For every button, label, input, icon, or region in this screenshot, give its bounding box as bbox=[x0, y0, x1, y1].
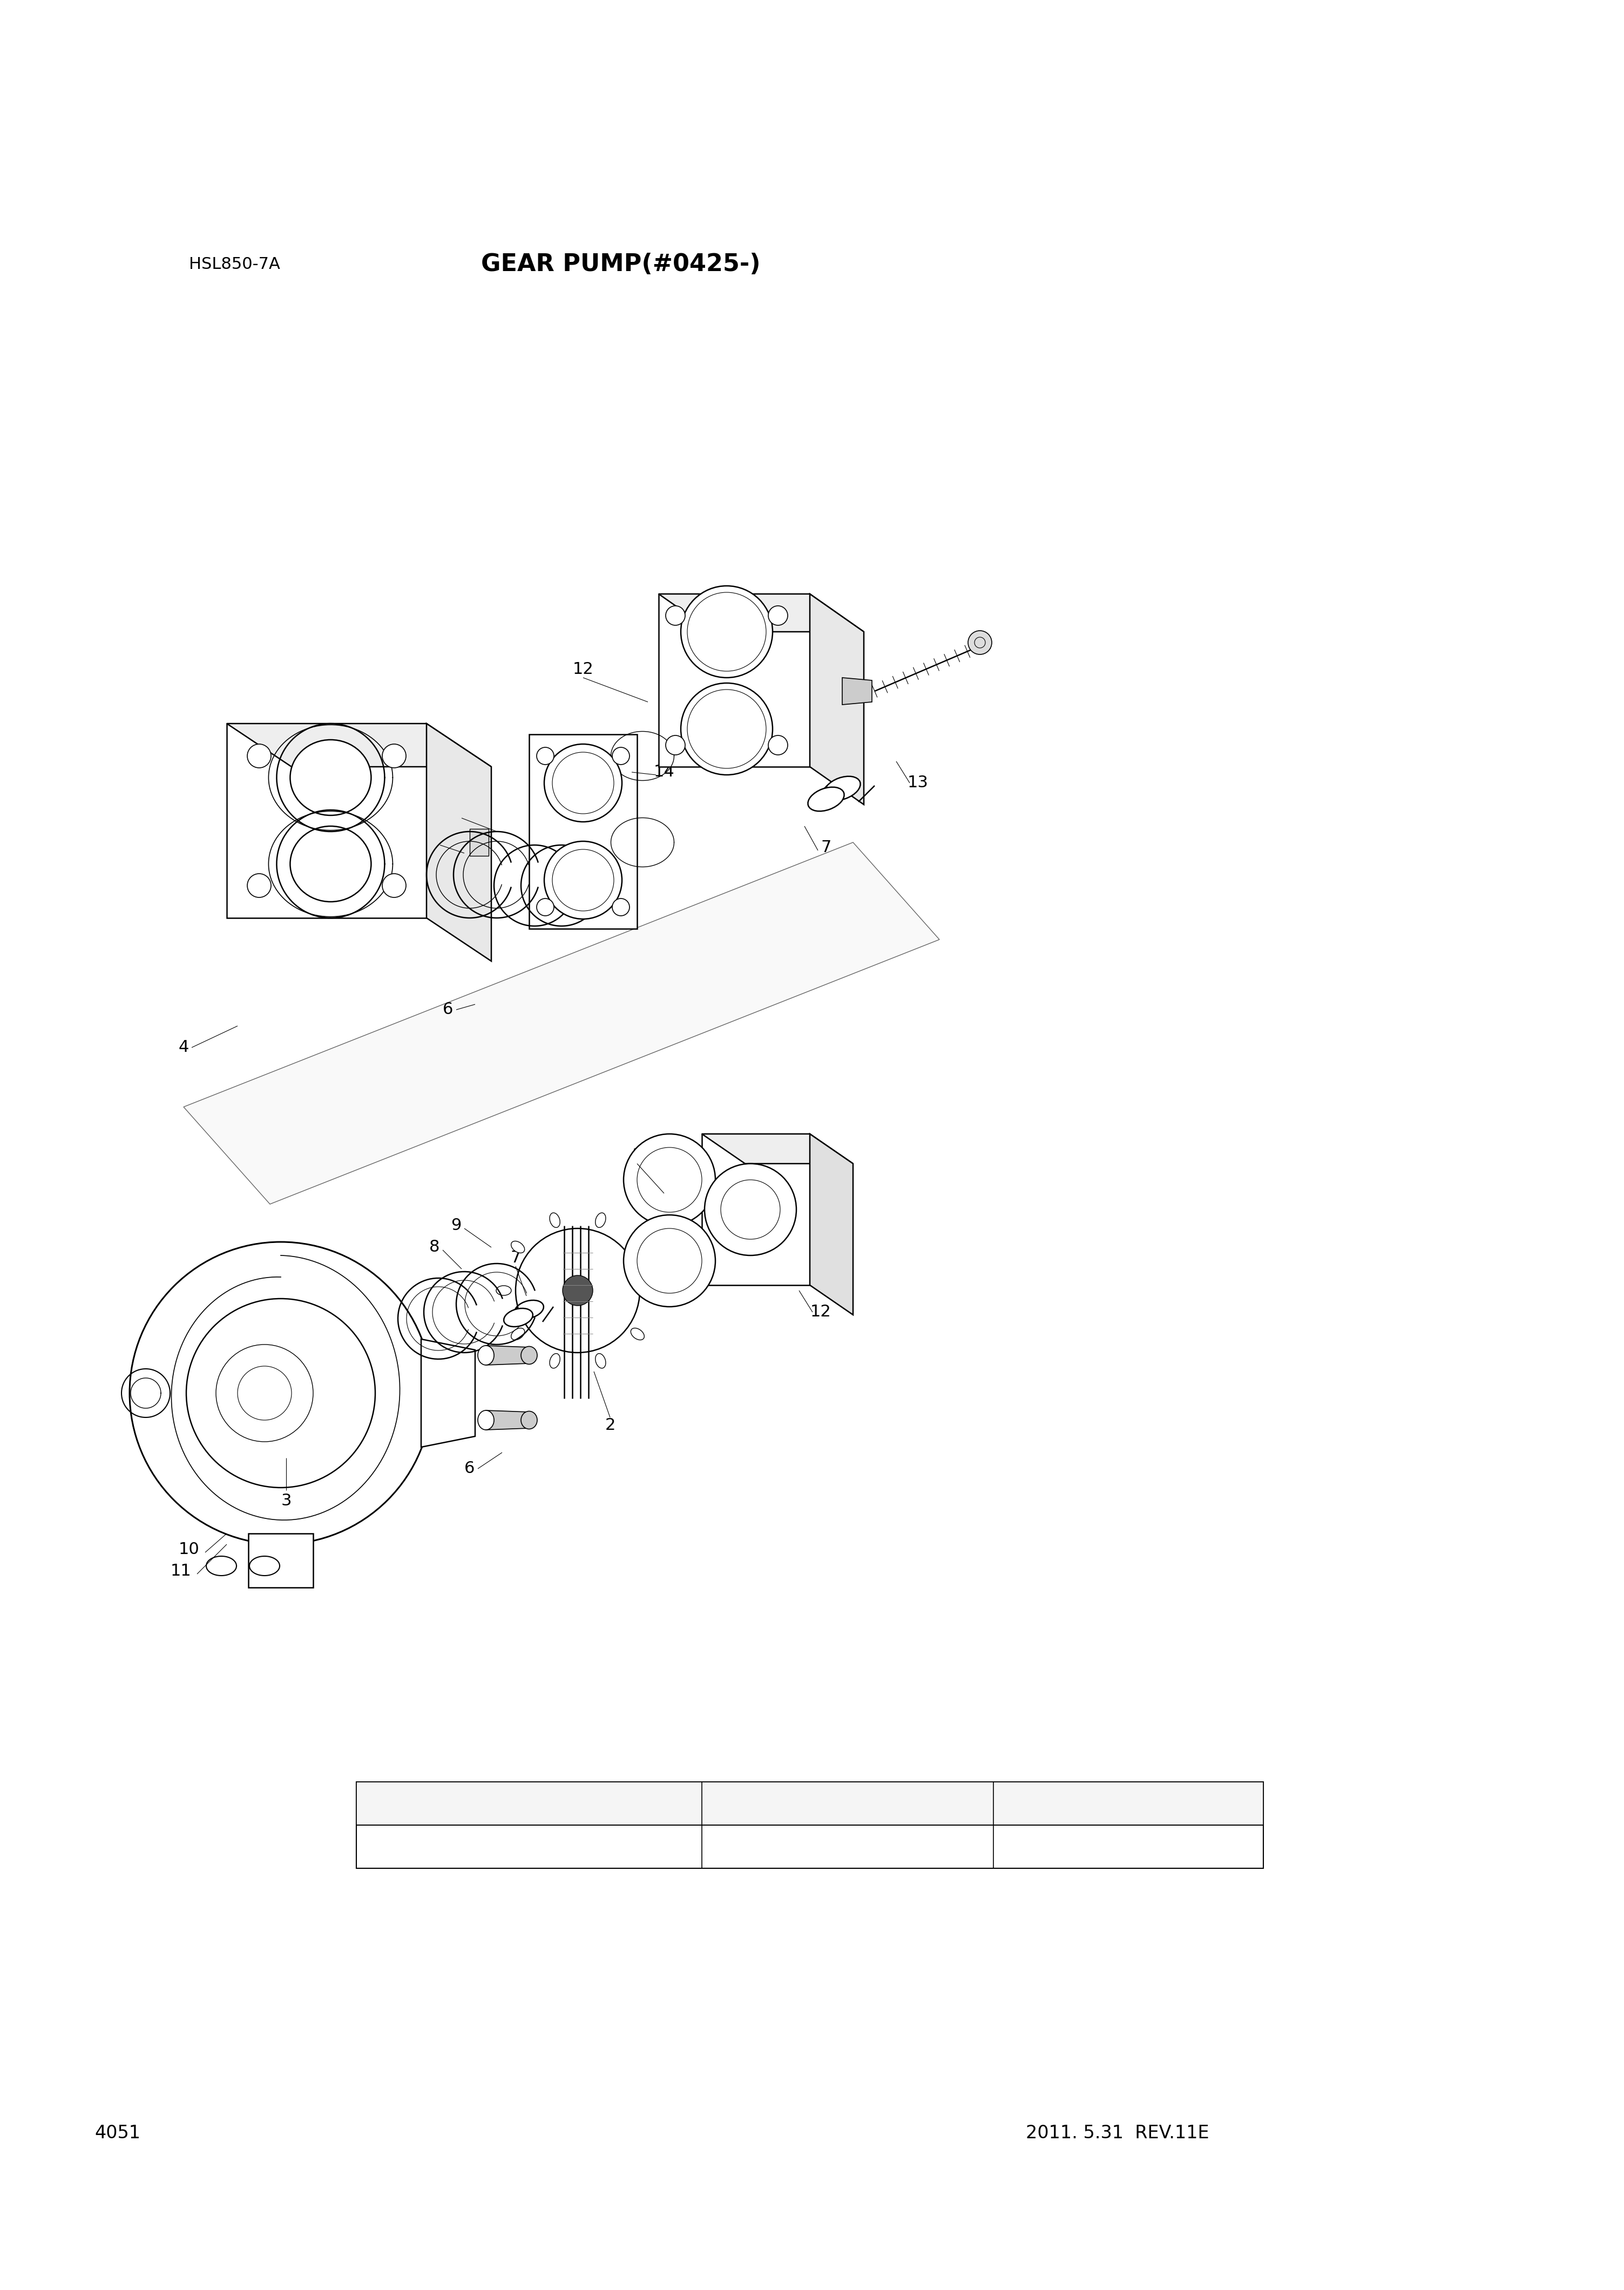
Text: GEAR PUMP(#0425-): GEAR PUMP(#0425-) bbox=[481, 252, 760, 277]
Polygon shape bbox=[184, 843, 939, 1205]
Circle shape bbox=[130, 1241, 432, 1543]
Text: 4: 4 bbox=[179, 1040, 188, 1056]
Text: Description: Description bbox=[487, 1795, 572, 1811]
Circle shape bbox=[536, 747, 554, 765]
Polygon shape bbox=[427, 724, 492, 962]
Circle shape bbox=[768, 607, 788, 625]
Polygon shape bbox=[843, 678, 872, 705]
Text: 7: 7 bbox=[510, 1250, 521, 1266]
Polygon shape bbox=[810, 1134, 853, 1314]
Text: 4051: 4051 bbox=[94, 2123, 140, 2141]
Ellipse shape bbox=[596, 1353, 606, 1367]
Ellipse shape bbox=[807, 788, 844, 811]
Circle shape bbox=[612, 747, 630, 765]
Circle shape bbox=[187, 1298, 375, 1489]
Circle shape bbox=[562, 1276, 593, 1305]
Polygon shape bbox=[659, 593, 864, 632]
Text: Parts no: Parts no bbox=[817, 1795, 879, 1811]
Text: 9: 9 bbox=[451, 1218, 461, 1234]
Ellipse shape bbox=[291, 827, 372, 902]
Text: XKAG-00095: XKAG-00095 bbox=[802, 1839, 893, 1853]
Ellipse shape bbox=[477, 1411, 494, 1429]
Ellipse shape bbox=[630, 1328, 645, 1340]
Circle shape bbox=[666, 735, 685, 756]
Polygon shape bbox=[702, 1134, 810, 1285]
Bar bbox=[356, 1782, 1263, 1825]
Text: 3: 3 bbox=[281, 1493, 291, 1509]
Circle shape bbox=[544, 840, 622, 918]
Circle shape bbox=[247, 875, 271, 898]
Ellipse shape bbox=[645, 1285, 659, 1296]
Text: 12: 12 bbox=[810, 1305, 831, 1319]
Bar bbox=[469, 829, 489, 856]
Polygon shape bbox=[248, 1534, 313, 1587]
Ellipse shape bbox=[549, 1353, 560, 1367]
Ellipse shape bbox=[549, 1214, 560, 1227]
Circle shape bbox=[382, 744, 406, 767]
Text: 10: 10 bbox=[179, 1541, 200, 1557]
Bar bbox=[356, 1782, 1263, 1869]
Polygon shape bbox=[421, 1340, 476, 1447]
Text: 9: 9 bbox=[448, 808, 458, 822]
Circle shape bbox=[544, 744, 622, 822]
Bar bbox=[529, 735, 637, 930]
Text: 8: 8 bbox=[427, 834, 437, 850]
Text: 8: 8 bbox=[429, 1239, 440, 1255]
Ellipse shape bbox=[823, 776, 861, 802]
Circle shape bbox=[624, 1216, 715, 1308]
Ellipse shape bbox=[630, 1241, 645, 1253]
Circle shape bbox=[666, 607, 685, 625]
Text: 1: 1 bbox=[632, 1147, 643, 1163]
Circle shape bbox=[624, 1134, 715, 1225]
Text: 5: 5 bbox=[578, 877, 588, 893]
Polygon shape bbox=[486, 1411, 529, 1429]
Text: 11: 11 bbox=[171, 1564, 192, 1580]
Text: 6: 6 bbox=[443, 1003, 453, 1017]
Ellipse shape bbox=[503, 1308, 533, 1326]
Ellipse shape bbox=[291, 740, 372, 815]
Text: Gear pump seal kit: Gear pump seal kit bbox=[461, 1839, 598, 1853]
Circle shape bbox=[680, 682, 773, 774]
Circle shape bbox=[382, 875, 406, 898]
Text: 8, 9, 10, 12: 8, 9, 10, 12 bbox=[1088, 1839, 1169, 1853]
Ellipse shape bbox=[521, 1411, 538, 1429]
Text: 14: 14 bbox=[653, 765, 674, 781]
Polygon shape bbox=[659, 593, 810, 767]
Circle shape bbox=[705, 1163, 796, 1255]
Text: 7: 7 bbox=[820, 840, 831, 856]
Circle shape bbox=[247, 744, 271, 767]
Circle shape bbox=[536, 898, 554, 916]
Ellipse shape bbox=[512, 1241, 525, 1253]
Text: 13: 13 bbox=[908, 774, 929, 790]
Circle shape bbox=[768, 735, 788, 756]
Circle shape bbox=[515, 1227, 640, 1353]
Polygon shape bbox=[227, 724, 427, 918]
Circle shape bbox=[680, 586, 773, 678]
Ellipse shape bbox=[515, 1301, 544, 1319]
Text: 6: 6 bbox=[464, 1461, 474, 1477]
Ellipse shape bbox=[497, 1285, 512, 1296]
Text: HSL850-7A: HSL850-7A bbox=[188, 256, 279, 273]
Ellipse shape bbox=[512, 1328, 525, 1340]
Polygon shape bbox=[227, 724, 492, 767]
Text: 2: 2 bbox=[604, 1418, 615, 1434]
Circle shape bbox=[968, 630, 992, 655]
Ellipse shape bbox=[477, 1347, 494, 1365]
Circle shape bbox=[216, 1344, 313, 1443]
Circle shape bbox=[612, 898, 630, 916]
Ellipse shape bbox=[521, 1347, 538, 1365]
Polygon shape bbox=[486, 1347, 529, 1365]
Polygon shape bbox=[702, 1134, 853, 1163]
Ellipse shape bbox=[596, 1214, 606, 1227]
Text: 12: 12 bbox=[573, 662, 593, 678]
Text: 2011. 5.31  REV.11E: 2011. 5.31 REV.11E bbox=[1026, 2123, 1210, 2141]
Text: Included item: Included item bbox=[1077, 1795, 1179, 1811]
Polygon shape bbox=[810, 593, 864, 804]
